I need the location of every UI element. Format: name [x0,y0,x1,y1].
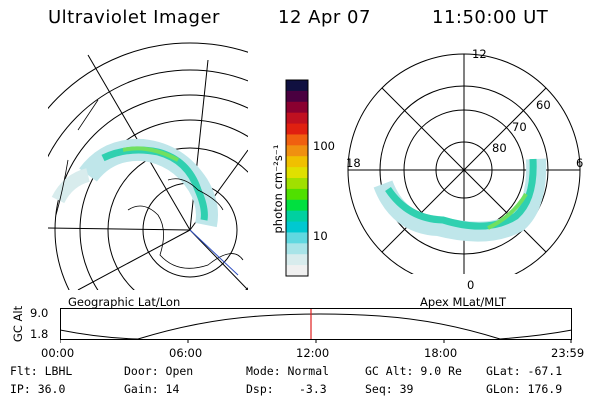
time-label: 11:50:00 UT [432,7,549,28]
colorbar-segment [286,134,308,146]
colorbar-segment [286,254,308,266]
colorbar-unit-label: photon cm⁻²s⁻¹ [271,144,285,234]
colorbar-segment [286,221,308,233]
left-panel-label: Geographic Lat/Lon [68,295,181,309]
apex-polar-plot [347,53,581,274]
lat-label-80: 80 [492,141,507,155]
mode-info: Mode: Normal [246,364,330,378]
timeline-tick-0600: 06:00 [169,346,203,360]
colorbar-segment [286,101,308,114]
colorbar-segment [286,243,308,255]
timeline-y-tick-bottom: 1.8 [30,327,49,341]
colorbar-segment [286,156,308,168]
colorbar-segment [286,265,308,277]
timeline-tick-1800: 18:00 [424,346,458,360]
aurora-oval-geographic [79,138,218,228]
mlt-label-12: 12 [472,47,487,61]
colorbar-segment [286,112,308,125]
gain-info: Gain: 14 [124,382,180,396]
timeline-y-tick-top: 9.0 [30,306,49,320]
colorbar-segment [286,188,308,201]
colorbar-segment [286,90,308,103]
instrument-title: Ultraviolet Imager [48,7,220,28]
timeline-tick-2359: 23:59 [551,346,585,360]
timeline-tick-1200: 12:00 [296,346,330,360]
colorbar-segment [286,80,308,92]
lat-label-60: 60 [536,98,551,112]
colorbar-tick-100: 100 [313,139,335,153]
colorbar [285,79,309,277]
right-panel-label: Apex MLat/MLT [420,295,507,309]
colorbar-segment [286,145,308,157]
glon-info: GLon: 176.9 [486,382,563,396]
mlt-label-6: 6 [576,156,584,170]
colorbar-segment [286,199,308,212]
timeline-y-axis-label: GC Alt [11,305,25,343]
glat-info: GLat: -67.1 [486,364,563,378]
timeline-tick-0000: 00:00 [41,346,75,360]
aurora-oval-mlt [373,158,547,242]
altitude-timeline [60,308,573,343]
colorbar-segment [286,167,308,179]
colorbar-segment [286,178,308,190]
geographic-map [48,42,248,290]
seq-info: Seq: 39 [365,382,414,396]
mlt-label-18: 18 [346,156,361,170]
colorbar-segment [286,232,308,244]
ip-info: IP: 36.0 [10,382,66,396]
colorbar-segment [286,210,308,223]
filter-info: Flt: LBHL [10,364,73,378]
mlt-label-0: 0 [467,278,475,292]
gc-alt-info: GC Alt: 9.0 Re [365,364,462,378]
door-info: Door: Open [124,364,194,378]
dsp-label: Dsp: [246,382,274,396]
colorbar-segment [286,123,308,135]
dsp-value: -3.3 [299,382,327,396]
date-label: 12 Apr 07 [278,7,371,28]
lat-label-70: 70 [512,120,527,134]
colorbar-tick-10: 10 [313,229,328,243]
